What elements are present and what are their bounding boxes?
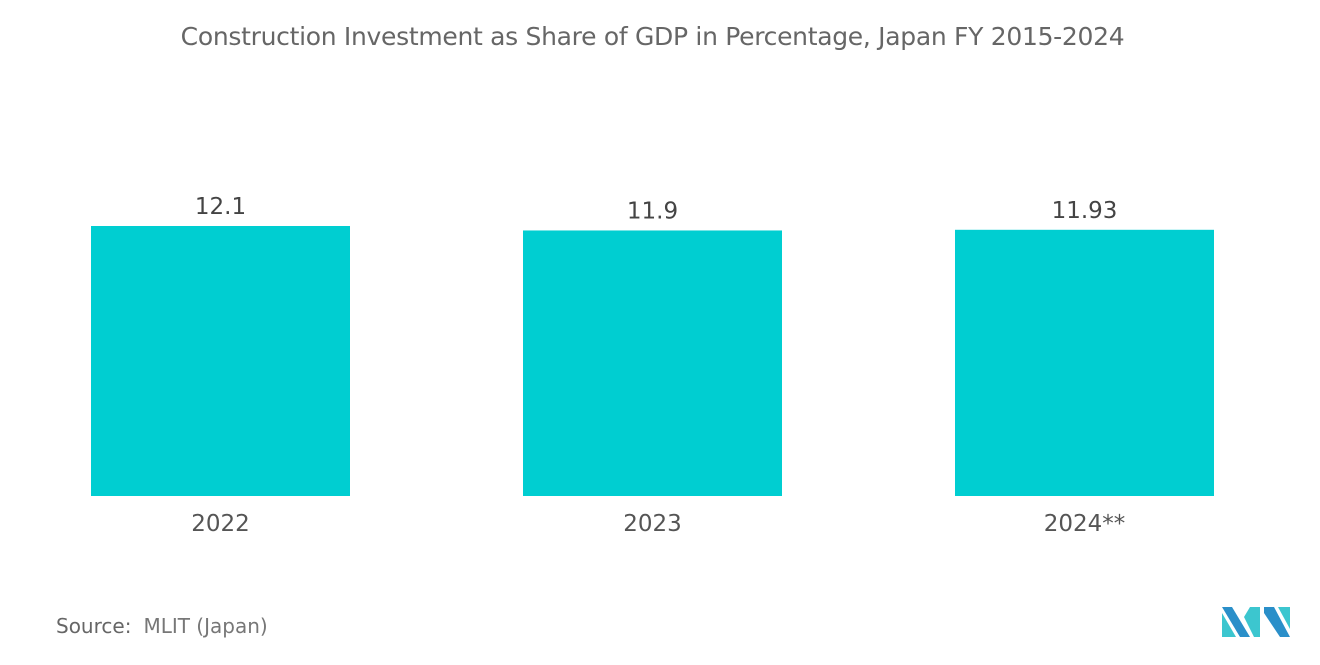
bar-2024 [955,229,1214,496]
x-tick-label: 2024** [1044,511,1126,537]
mordor-intelligence-logo [1222,607,1290,637]
x-tick-label: 2022 [191,511,250,537]
bar-chart: 12.1 2022 11.9 2023 11.93 2024** [91,194,1214,537]
bar-2023 [523,230,782,496]
chart-title: Construction Investment as Share of GDP … [180,22,1125,51]
source-label: Source: [56,614,132,638]
source-text: MLIT (Japan) [143,614,268,638]
x-tick-label: 2023 [623,511,682,537]
data-label: 11.9 [627,198,678,224]
data-label: 11.93 [1052,198,1118,224]
bar-2022 [91,226,350,496]
data-label: 12.1 [195,194,246,220]
source-note: Source: MLIT (Japan) [56,614,268,638]
